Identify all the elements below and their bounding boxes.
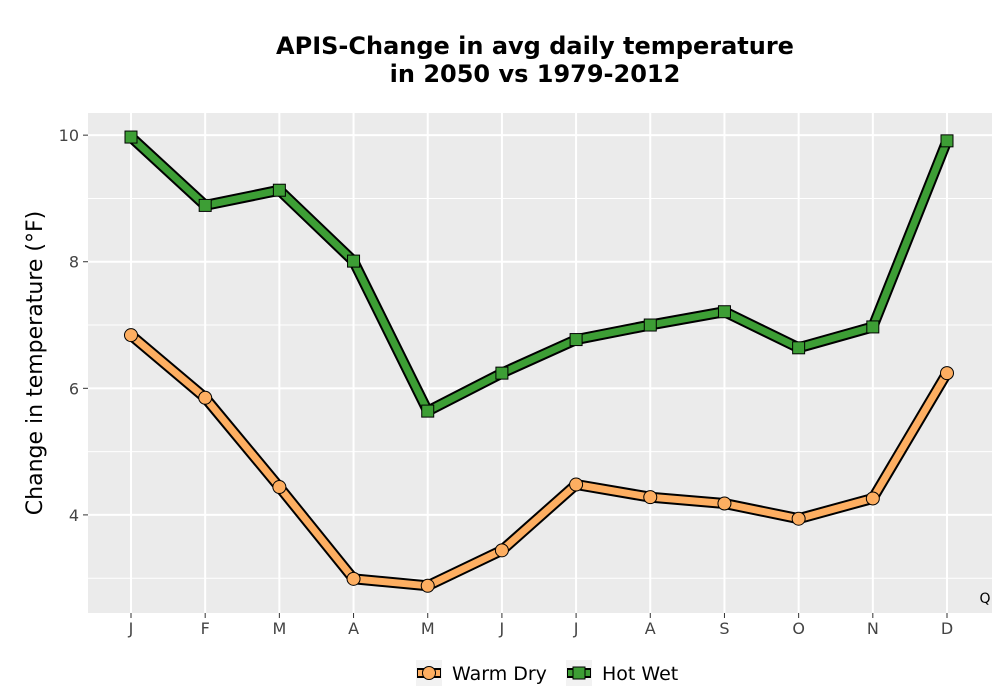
legend-key-marker-hot-wet xyxy=(572,666,586,680)
data-point-hot-wet xyxy=(717,305,731,319)
data-point-warm-dry xyxy=(124,328,138,343)
data-point-warm-dry xyxy=(198,390,213,405)
legend-label-hot-wet: Hot Wet xyxy=(602,663,678,685)
data-point-hot-wet xyxy=(643,318,657,332)
x-tick-label: J xyxy=(128,619,134,638)
data-point-hot-wet xyxy=(198,198,212,212)
data-point-hot-wet xyxy=(347,254,361,268)
data-point-warm-dry xyxy=(940,366,954,381)
y-axis-ticks: 4 6 8 10 xyxy=(59,126,88,525)
data-point-warm-dry xyxy=(420,578,435,593)
chart-title-line-2: in 2050 vs 1979-2012 xyxy=(390,60,681,88)
data-point-warm-dry xyxy=(346,571,361,586)
x-tick-label: M xyxy=(421,619,435,638)
series-line-warm-dry xyxy=(127,331,951,590)
chart-title-line-1: APIS-Change in avg daily temperature xyxy=(276,32,794,60)
x-tick-label: S xyxy=(719,619,729,638)
series-layer xyxy=(124,130,954,593)
data-point-warm-dry xyxy=(865,491,880,506)
legend-label-warm-dry: Warm Dry xyxy=(452,663,547,685)
x-tick-label: M xyxy=(272,619,286,638)
x-tick-label: F xyxy=(201,619,210,638)
data-point-hot-wet xyxy=(272,183,286,197)
y-tick-label: 4 xyxy=(69,506,79,525)
data-point-warm-dry xyxy=(494,543,509,558)
data-point-warm-dry xyxy=(791,511,806,526)
x-tick-label: N xyxy=(867,619,879,638)
data-point-hot-wet xyxy=(495,366,509,380)
data-point-hot-wet xyxy=(569,333,583,347)
x-tick-label: A xyxy=(348,619,359,638)
x-tick-label: D xyxy=(941,619,953,638)
x-tick-label: J xyxy=(499,619,505,638)
data-point-warm-dry xyxy=(643,490,658,505)
x-tick-label: J xyxy=(573,619,579,638)
data-point-warm-dry xyxy=(717,496,732,511)
y-tick-label: 8 xyxy=(69,253,79,272)
data-point-hot-wet xyxy=(940,134,954,148)
x-tick-label: O xyxy=(792,619,805,638)
data-point-hot-wet xyxy=(866,320,880,334)
y-axis-title: Change in temperature (°F) xyxy=(23,211,48,515)
data-point-hot-wet xyxy=(792,341,806,355)
y-tick-label: 10 xyxy=(59,126,79,145)
x-tick-label: A xyxy=(645,619,656,638)
plot-panel xyxy=(88,113,992,613)
data-point-hot-wet xyxy=(124,130,138,144)
y-tick-label: 6 xyxy=(69,379,79,398)
data-point-warm-dry xyxy=(272,480,287,495)
data-point-hot-wet xyxy=(421,404,435,418)
legend-key-marker-warm-dry xyxy=(422,666,436,680)
legend: Warm Dry Hot Wet xyxy=(416,660,678,686)
corner-note: Q xyxy=(979,591,990,607)
data-point-warm-dry xyxy=(569,477,584,492)
series-line-hot-wet xyxy=(127,133,951,415)
